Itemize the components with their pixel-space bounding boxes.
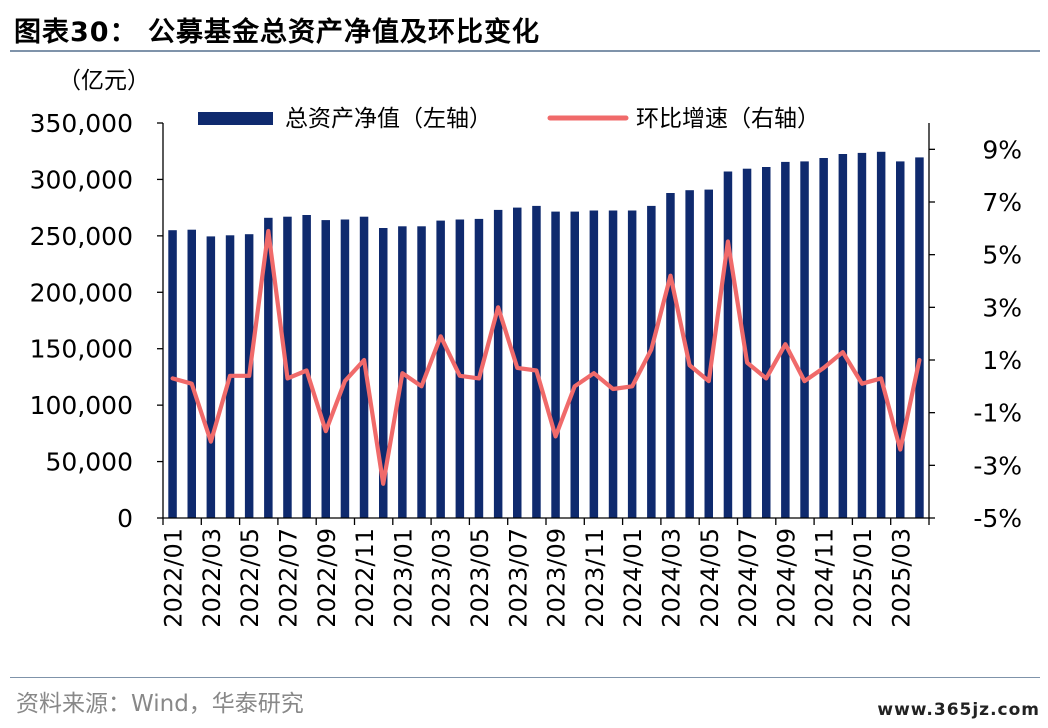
x-tick-label: 2022/09 bbox=[313, 528, 341, 628]
x-tick-label: 2023/07 bbox=[504, 528, 532, 628]
x-tick-label: 2024/03 bbox=[658, 528, 686, 628]
y-right-tick-label: -1% bbox=[973, 399, 1022, 428]
y-left-tick-label: 200,000 bbox=[30, 278, 133, 307]
bar-2024/04 bbox=[685, 190, 694, 518]
x-tick-label: 2024/09 bbox=[772, 528, 800, 628]
bar-2022/10 bbox=[340, 219, 350, 518]
bar-2022/08 bbox=[302, 215, 311, 518]
growth-line bbox=[170, 228, 922, 486]
x-tick-label: 2022/03 bbox=[198, 528, 226, 628]
legend-bar-label: 总资产净值（左轴） bbox=[285, 106, 492, 132]
bar-2022/02 bbox=[187, 229, 196, 518]
y-left-tick-label: 0 bbox=[117, 504, 133, 533]
bar-2022/09 bbox=[321, 220, 330, 518]
bar-2022/12 bbox=[379, 228, 388, 518]
bar-2023/02 bbox=[417, 226, 426, 519]
chart: 0 50,000 100,000 150,000 200,000 250,000 300,0… bbox=[30, 68, 1022, 628]
title-divider bbox=[10, 50, 1040, 52]
x-tick-label: 2024/07 bbox=[734, 528, 762, 628]
x-tick-label: 2025/03 bbox=[887, 528, 915, 628]
bar-2024/02 bbox=[647, 205, 656, 518]
x-tick-label: 2022/07 bbox=[275, 528, 303, 628]
y-left-tick-label: 150,000 bbox=[30, 335, 133, 364]
bar-2024/08 bbox=[762, 167, 771, 518]
bar-2024/09 bbox=[781, 161, 790, 518]
x-tick-label: 2024/05 bbox=[696, 528, 724, 628]
y-left-unit: （亿元） bbox=[58, 68, 150, 94]
y-left-tick-label: 300,000 bbox=[30, 165, 133, 194]
bar-2023/05 bbox=[474, 218, 484, 518]
bar-2023/03 bbox=[436, 220, 445, 518]
x-tick-label: 2023/05 bbox=[466, 528, 494, 628]
bar-2023/04 bbox=[455, 219, 465, 518]
y-right-tick-label: 9% bbox=[982, 135, 1022, 164]
x-tick-label: 2022/01 bbox=[160, 528, 188, 628]
y-right-tick-label: -3% bbox=[973, 451, 1022, 480]
x-tick-label: 2023/09 bbox=[543, 528, 571, 628]
bar-2024/05 bbox=[704, 189, 713, 518]
bar-2023/06 bbox=[493, 209, 503, 518]
x-tick-label: 2022/05 bbox=[236, 528, 264, 628]
chart-title: 图表30： 公募基金总资产净值及环比变化 bbox=[14, 17, 540, 48]
bar-2024/12 bbox=[838, 154, 848, 518]
bar-2024/11 bbox=[819, 158, 828, 518]
legend-line-label: 环比增速（右轴） bbox=[636, 106, 820, 132]
bar-2023/11 bbox=[589, 210, 599, 518]
y-right-tick-label: 5% bbox=[982, 241, 1022, 270]
x-tick-label: 2023/01 bbox=[389, 528, 417, 628]
x-tick-label: 2024/11 bbox=[811, 528, 839, 628]
bar-2024/06 bbox=[723, 171, 733, 518]
y-right-tick-label: 7% bbox=[982, 188, 1022, 217]
y-left-tick-label: 100,000 bbox=[30, 391, 133, 420]
bar-2025/01 bbox=[857, 152, 867, 518]
y-right-tick-label: 3% bbox=[982, 293, 1022, 322]
y-left-tick-label: 50,000 bbox=[46, 448, 133, 477]
bar-2022/03 bbox=[206, 236, 216, 518]
watermark: www.365jz.com bbox=[877, 700, 1040, 720]
y-right-tick-label: 1% bbox=[982, 346, 1022, 375]
bar-2024/10 bbox=[800, 161, 809, 518]
y-left-tick-label: 350,000 bbox=[30, 109, 133, 138]
bar-2023/09 bbox=[551, 211, 560, 518]
x-tick-label: 2025/01 bbox=[849, 528, 877, 628]
y-right-tick-label: -5% bbox=[973, 504, 1022, 533]
bar-2024/01 bbox=[627, 210, 637, 518]
bar-2024/03 bbox=[666, 193, 675, 518]
x-tick-label: 2022/11 bbox=[351, 528, 379, 628]
y-left-tick-label: 250,000 bbox=[30, 222, 133, 251]
x-tick-label: 2023/11 bbox=[581, 528, 609, 628]
source-note: 资料来源：Wind，华泰研究 bbox=[16, 691, 304, 717]
x-tick-label: 2023/03 bbox=[428, 528, 456, 628]
bar-2025/04 bbox=[915, 157, 924, 518]
bar-2023/12 bbox=[608, 210, 618, 518]
bar-2023/08 bbox=[532, 205, 541, 518]
bar-2022/01 bbox=[168, 230, 177, 518]
bar-2025/02 bbox=[876, 151, 886, 519]
x-tick-label: 2024/01 bbox=[619, 528, 647, 628]
bar-2022/06 bbox=[264, 217, 273, 519]
bar-2023/10 bbox=[570, 211, 579, 518]
bar-2024/07 bbox=[742, 168, 752, 518]
bar-2025/03 bbox=[896, 161, 905, 518]
legend-bar-swatch bbox=[198, 112, 273, 125]
footer-divider bbox=[10, 677, 1040, 678]
